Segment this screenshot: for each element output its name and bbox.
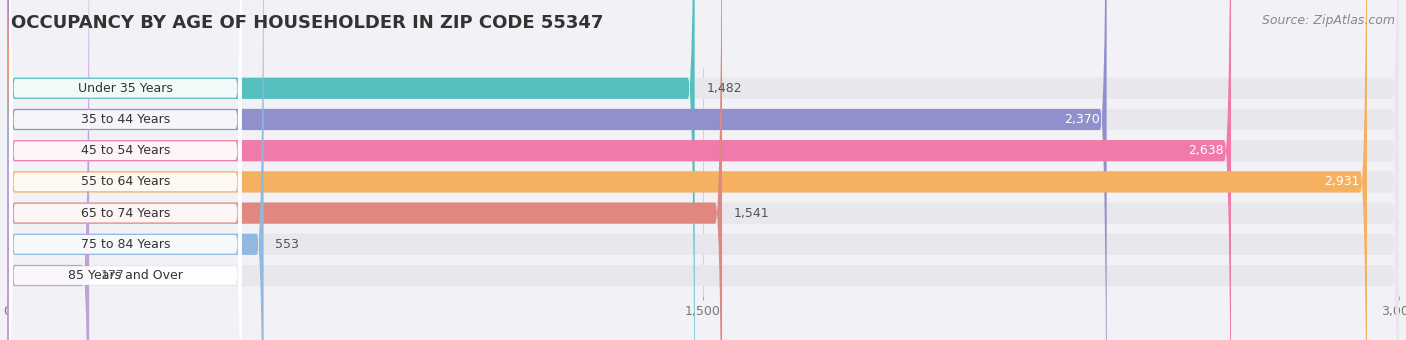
Text: Source: ZipAtlas.com: Source: ZipAtlas.com: [1261, 14, 1395, 27]
Text: 553: 553: [276, 238, 299, 251]
FancyBboxPatch shape: [7, 0, 1399, 340]
Text: 35 to 44 Years: 35 to 44 Years: [80, 113, 170, 126]
Text: 1,482: 1,482: [706, 82, 742, 95]
Text: OCCUPANCY BY AGE OF HOUSEHOLDER IN ZIP CODE 55347: OCCUPANCY BY AGE OF HOUSEHOLDER IN ZIP C…: [11, 14, 603, 32]
Text: 177: 177: [101, 269, 125, 282]
FancyBboxPatch shape: [10, 0, 242, 340]
FancyBboxPatch shape: [7, 0, 1232, 340]
FancyBboxPatch shape: [10, 0, 242, 340]
FancyBboxPatch shape: [7, 0, 723, 340]
FancyBboxPatch shape: [7, 0, 695, 340]
Text: 55 to 64 Years: 55 to 64 Years: [80, 175, 170, 188]
FancyBboxPatch shape: [10, 0, 242, 340]
Text: 2,931: 2,931: [1324, 175, 1360, 188]
FancyBboxPatch shape: [10, 0, 242, 340]
FancyBboxPatch shape: [7, 0, 263, 340]
Text: Under 35 Years: Under 35 Years: [77, 82, 173, 95]
Text: 85 Years and Over: 85 Years and Over: [67, 269, 183, 282]
FancyBboxPatch shape: [7, 0, 1399, 340]
Text: 2,370: 2,370: [1064, 113, 1099, 126]
FancyBboxPatch shape: [10, 0, 242, 340]
FancyBboxPatch shape: [7, 0, 89, 340]
FancyBboxPatch shape: [10, 0, 242, 340]
FancyBboxPatch shape: [7, 0, 1399, 340]
FancyBboxPatch shape: [7, 0, 1367, 340]
FancyBboxPatch shape: [10, 0, 242, 340]
FancyBboxPatch shape: [7, 0, 1399, 340]
FancyBboxPatch shape: [7, 0, 1107, 340]
Text: 65 to 74 Years: 65 to 74 Years: [80, 207, 170, 220]
FancyBboxPatch shape: [7, 0, 1399, 340]
FancyBboxPatch shape: [7, 0, 1399, 340]
Text: 75 to 84 Years: 75 to 84 Years: [80, 238, 170, 251]
FancyBboxPatch shape: [7, 0, 1399, 340]
Text: 2,638: 2,638: [1188, 144, 1225, 157]
Text: 1,541: 1,541: [734, 207, 769, 220]
Text: 45 to 54 Years: 45 to 54 Years: [80, 144, 170, 157]
